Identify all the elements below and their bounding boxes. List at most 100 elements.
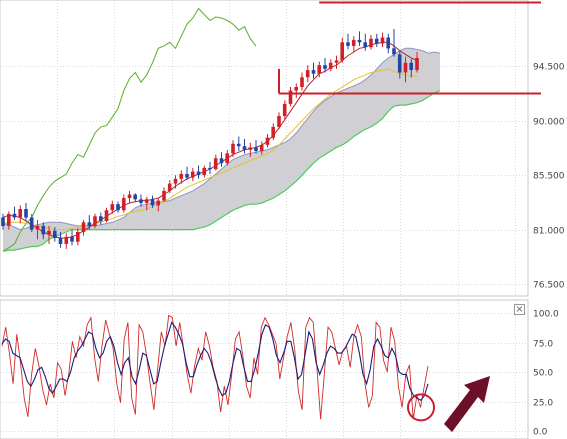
candle	[162, 187, 166, 202]
candle-body	[35, 225, 40, 230]
candle	[305, 65, 310, 83]
candle-body	[409, 62, 413, 70]
candle-body	[340, 42, 344, 61]
candle	[317, 61, 321, 78]
close-oscillator-button[interactable]: ×	[514, 304, 525, 315]
candle	[357, 31, 362, 46]
candle	[93, 213, 97, 229]
oscillator-y-tick-label: 75.0	[533, 340, 553, 350]
candle-body	[334, 60, 339, 63]
candle	[323, 58, 327, 73]
candle-body	[271, 126, 275, 138]
candle	[386, 33, 390, 54]
candle-body	[219, 158, 224, 164]
candle-body	[76, 232, 80, 242]
candle	[248, 142, 252, 158]
candle-body	[24, 209, 28, 218]
candle-body	[144, 199, 149, 203]
candle-body	[277, 116, 281, 127]
candle	[173, 175, 178, 189]
candle	[403, 56, 408, 83]
price-y-tick-label: 81.000	[533, 227, 565, 237]
candle	[47, 225, 51, 244]
oscillator-y-tick-label: 0.0	[533, 428, 548, 438]
candle	[259, 141, 264, 155]
candle	[328, 59, 333, 72]
candle-body	[363, 42, 367, 48]
candle-body	[374, 38, 379, 44]
candle	[1, 213, 5, 230]
candle	[127, 190, 132, 203]
candle-body	[208, 167, 212, 170]
candle	[18, 205, 22, 224]
candle-body	[265, 137, 270, 145]
candle	[346, 33, 350, 50]
slow-line	[2, 68, 417, 231]
candle	[300, 72, 304, 91]
candle-body	[202, 167, 206, 176]
candle-body	[392, 48, 396, 55]
candle-body	[248, 147, 252, 150]
candle-body	[305, 70, 310, 78]
price-y-tick-label: 85.500	[533, 172, 565, 182]
candle	[35, 219, 40, 240]
candle	[351, 36, 356, 52]
candle-body	[167, 183, 172, 191]
candle	[282, 100, 287, 120]
oversold-circle-annotation	[407, 393, 435, 422]
candle	[208, 161, 212, 174]
candle-body	[380, 37, 385, 44]
candle	[288, 87, 293, 107]
cloud-upper-span	[2, 47, 441, 231]
candle-body	[300, 77, 304, 87]
candle	[122, 194, 126, 213]
candle-body	[328, 62, 333, 69]
candle	[369, 35, 373, 50]
candle	[12, 206, 17, 220]
candle	[277, 112, 281, 130]
candle	[167, 180, 172, 194]
oscillator-slow-line	[1, 321, 429, 402]
candle-body	[150, 199, 155, 206]
price-y-tick-label: 94.500	[533, 63, 565, 73]
candle	[254, 140, 258, 154]
candle	[41, 222, 46, 240]
candle-body	[242, 146, 247, 150]
candle-body	[179, 174, 183, 179]
candle	[99, 212, 103, 225]
price-y-tick-label: 90.000	[533, 118, 565, 128]
candle	[139, 194, 143, 207]
candle-body	[18, 209, 22, 218]
oscillator-fast-line	[1, 314, 429, 420]
candle-body	[81, 222, 86, 232]
candle-body	[196, 171, 201, 176]
candle-body	[357, 39, 362, 43]
candle-body	[346, 42, 350, 46]
candle	[340, 37, 344, 63]
candle-body	[93, 216, 97, 226]
candle	[392, 29, 396, 57]
candle-body	[173, 178, 178, 184]
oscillator-panel: 100.0 75.0 50.0 25.0 0.0	[0, 299, 559, 439]
lagging-line	[2, 7, 257, 252]
candle	[24, 203, 28, 222]
candle-body	[110, 204, 115, 211]
candle-body	[133, 194, 137, 200]
candle-body	[294, 87, 298, 91]
candle-body	[317, 65, 321, 74]
candle-body	[104, 210, 109, 222]
candle-body	[254, 147, 258, 151]
candle	[7, 211, 11, 230]
candle	[271, 123, 275, 141]
candle-body	[415, 58, 419, 71]
candle-body	[127, 194, 132, 199]
candle	[334, 55, 339, 69]
candle	[213, 154, 218, 171]
candle-body	[12, 213, 17, 218]
candle	[110, 200, 115, 214]
candle-body	[47, 230, 51, 235]
candle	[409, 59, 413, 78]
candle-body	[213, 158, 218, 170]
candle	[53, 227, 57, 242]
candle	[104, 207, 109, 223]
